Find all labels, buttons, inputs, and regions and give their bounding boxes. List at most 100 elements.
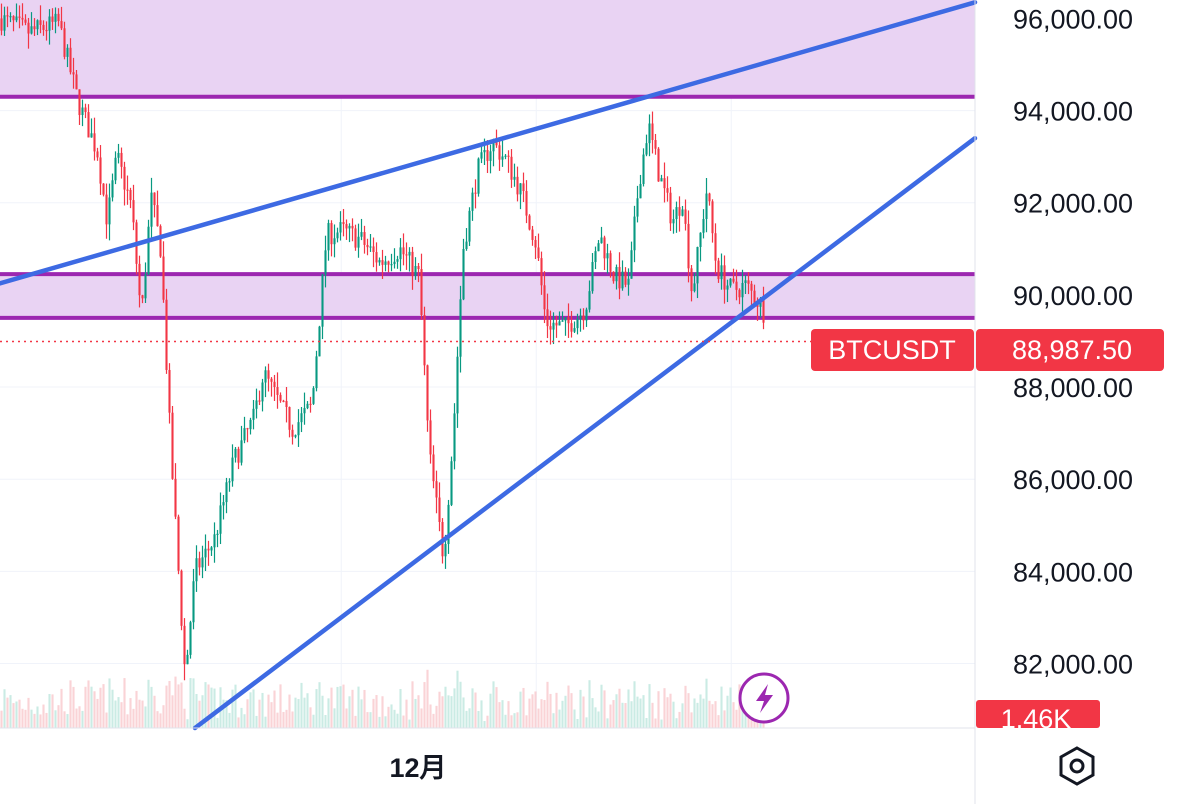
- candle-body: [465, 241, 468, 250]
- candle-body: [0, 18, 3, 31]
- volume-bar: [120, 702, 123, 728]
- candle-body: [24, 19, 27, 23]
- candle-body: [327, 223, 330, 251]
- candle-body: [555, 322, 558, 326]
- volume-bar: [228, 712, 231, 728]
- candle-body: [543, 285, 546, 310]
- volume-bar: [702, 698, 705, 728]
- candle-body: [66, 47, 69, 57]
- volume-bar: [273, 690, 276, 728]
- volume-bar: [321, 695, 324, 728]
- candle-body: [693, 283, 696, 292]
- candle-body: [213, 534, 216, 548]
- candle-body: [675, 207, 678, 220]
- trendline[interactable]: [192, 135, 978, 731]
- volume-bar: [663, 688, 666, 728]
- candle-body: [684, 209, 687, 224]
- candle-body: [348, 225, 351, 229]
- volume-bar: [372, 698, 375, 728]
- volume-bar: [588, 680, 591, 728]
- volume-bar: [609, 704, 612, 728]
- volume-bar: [249, 692, 252, 728]
- volume-bar: [657, 691, 660, 728]
- settings-hexagon-icon[interactable]: [1059, 746, 1095, 786]
- candle-body: [33, 26, 36, 30]
- candle-body: [120, 152, 123, 167]
- candle-body: [9, 16, 12, 18]
- volume-bar: [141, 700, 144, 728]
- volume-bar: [60, 688, 63, 728]
- volume-bar: [408, 719, 411, 728]
- symbol-tag[interactable]: BTCUSDT: [811, 329, 974, 371]
- candle-body: [681, 209, 684, 216]
- candle-body: [396, 259, 399, 262]
- candle-body: [537, 247, 540, 259]
- volume-bar: [390, 704, 393, 728]
- candle-body: [378, 260, 381, 263]
- lightning-icon[interactable]: [738, 672, 790, 724]
- candle-body: [687, 223, 690, 269]
- volume-bar: [510, 715, 513, 728]
- volume-bar: [519, 691, 522, 728]
- volume-bar: [738, 684, 741, 728]
- volume-bar: [573, 709, 576, 728]
- price-axis: 96,000.00 94,000.00 92,000.00 90,000.00 88,0…: [1013, 4, 1133, 679]
- volume-bar: [264, 716, 267, 728]
- candle-body: [480, 152, 483, 159]
- volume-bar: [282, 711, 285, 728]
- volume-bar: [279, 684, 282, 728]
- candle-body: [45, 29, 48, 32]
- volume-bar: [582, 696, 585, 728]
- volume-bar: [612, 700, 615, 728]
- candle-body: [330, 223, 333, 245]
- volume-bar: [543, 699, 546, 728]
- candle-body: [336, 232, 339, 239]
- volume-bar: [6, 697, 9, 728]
- volume-bar: [54, 710, 57, 728]
- volume-bar: [642, 695, 645, 728]
- volume-bar: [333, 708, 336, 728]
- candle-body: [36, 20, 39, 30]
- candle-body: [222, 502, 225, 506]
- volume-bar: [258, 699, 261, 728]
- candle-body: [474, 192, 477, 194]
- candle-body: [297, 422, 300, 436]
- volume-bar: [207, 684, 210, 728]
- volume-bar: [9, 695, 12, 728]
- volume-bar: [291, 711, 294, 728]
- candle-body: [171, 412, 174, 479]
- candle-body: [132, 200, 135, 223]
- candle-body: [12, 16, 15, 21]
- volume-bar: [465, 710, 468, 728]
- candle-body: [642, 154, 645, 184]
- candle-body: [159, 226, 162, 257]
- candle-body: [630, 250, 633, 279]
- candle-body: [621, 271, 624, 289]
- candle-body: [399, 247, 402, 260]
- candle-body: [333, 238, 336, 245]
- volume-bar: [567, 685, 570, 728]
- candle-body: [525, 191, 528, 216]
- y-tick-label: 90,000.00: [1013, 281, 1133, 311]
- candle-body: [411, 251, 414, 277]
- volume-bar: [417, 695, 420, 728]
- candle-body: [189, 622, 192, 655]
- volume-bar: [15, 701, 18, 728]
- trendline[interactable]: [0, 0, 978, 286]
- volume-bar: [651, 702, 654, 728]
- volume-bar: [570, 693, 573, 728]
- candle-body: [216, 533, 219, 535]
- volume-bar: [432, 713, 435, 728]
- candle-body: [570, 323, 573, 332]
- volume-bar: [210, 687, 213, 728]
- candle-body: [582, 315, 585, 321]
- candle-body: [21, 17, 24, 20]
- last-price-tag[interactable]: 88,987.50: [976, 329, 1164, 371]
- volume-bar: [603, 690, 606, 728]
- y-tick-label: 82,000.00: [1013, 649, 1133, 679]
- candle-body: [744, 280, 747, 283]
- volume-bars: [0, 669, 765, 728]
- candle-body: [429, 420, 432, 455]
